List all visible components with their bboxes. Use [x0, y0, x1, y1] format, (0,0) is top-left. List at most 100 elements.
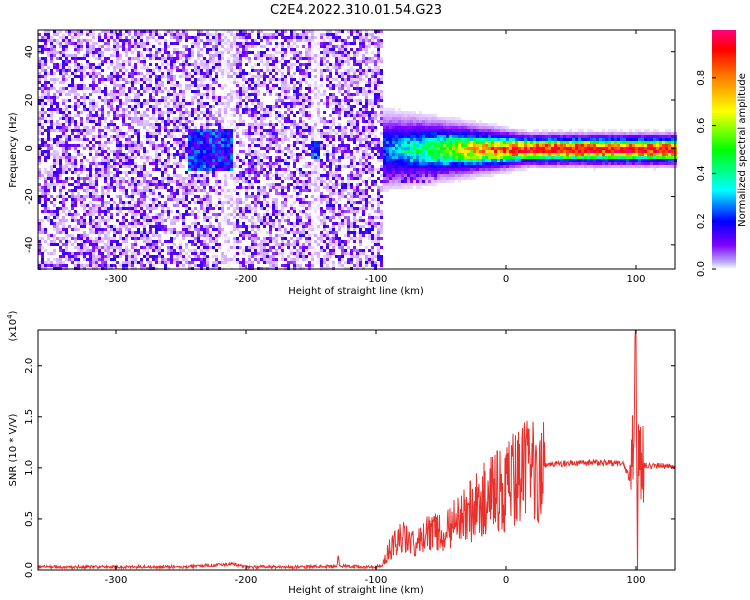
spectrogram-cell: [194, 240, 197, 243]
spectrogram-cell: [62, 261, 65, 264]
spectrogram-cell: [218, 213, 221, 216]
spectrogram-cell: [209, 141, 212, 144]
spectrogram-cell: [182, 219, 185, 222]
spectrogram-cell: [194, 243, 197, 246]
spectrogram-cell: [164, 261, 167, 264]
spectrogram-cell: [242, 93, 245, 96]
spectrogram-cell: [131, 243, 134, 246]
spectrogram-cell: [206, 162, 209, 165]
spectrogram-cell: [302, 174, 305, 177]
spectrogram-cell: [116, 243, 119, 246]
spectrogram-cell: [86, 132, 89, 135]
spectrogram-cell: [86, 222, 89, 225]
spectrogram-cell: [122, 165, 125, 168]
spectrogram-cell: [89, 195, 92, 198]
spectrogram-cell: [158, 156, 161, 159]
spectrogram-cell: [44, 111, 47, 114]
spectrogram-cell: [317, 120, 320, 123]
spectrogram-cell: [233, 243, 236, 246]
spectrogram-cell: [248, 153, 251, 156]
spectrogram-cell: [221, 30, 224, 33]
spectrogram-cell: [233, 210, 236, 213]
spectrogram-cell: [89, 147, 92, 150]
spectrogram-cell: [293, 141, 296, 144]
spectrogram-cell: [248, 165, 251, 168]
spectrogram-cell: [62, 204, 65, 207]
spectrogram-cell: [125, 114, 128, 117]
spectrogram-cell: [239, 90, 242, 93]
spectrogram-cell: [38, 174, 41, 177]
spectrogram-cell: [317, 108, 320, 111]
spectrogram-cell: [203, 132, 206, 135]
spectrogram-cell: [278, 96, 281, 99]
spectrogram-cell: [233, 216, 236, 219]
spectrogram-cell: [275, 93, 278, 96]
spectrogram-cell: [317, 138, 320, 141]
spectrogram-cell: [98, 123, 101, 126]
spectrogram-cell: [164, 105, 167, 108]
spectrogram-cell: [47, 138, 50, 141]
spectrogram-cell: [251, 159, 254, 162]
spectrogram-cell: [173, 75, 176, 78]
spectrogram-cell: [104, 120, 107, 123]
spectrogram-cell: [149, 231, 152, 234]
spectrogram-cell: [80, 186, 83, 189]
spectrogram-cell: [215, 129, 218, 132]
spectrogram-cell: [305, 126, 308, 129]
spectrogram-cell: [38, 237, 41, 240]
spectrogram-cell: [242, 174, 245, 177]
spectrogram-cell: [302, 210, 305, 213]
spectrogram-cell: [113, 177, 116, 180]
spectrogram-cell: [146, 156, 149, 159]
spectrogram-cell: [284, 93, 287, 96]
spectrogram-cell: [182, 54, 185, 57]
spectrogram-cell: [215, 48, 218, 51]
spectrogram-cell: [65, 156, 68, 159]
spectrogram-cell: [68, 138, 71, 141]
spectrogram-cell: [95, 120, 98, 123]
spectrogram-cell: [113, 45, 116, 48]
spectrogram-cell: [143, 135, 146, 138]
spectrogram-cell: [260, 246, 263, 249]
spectrogram-cell: [293, 207, 296, 210]
spectrogram-cell: [239, 105, 242, 108]
spectrogram-cell: [137, 99, 140, 102]
spectrogram-cell: [128, 75, 131, 78]
spectrogram-cell: [272, 252, 275, 255]
spectrogram-cell: [305, 240, 308, 243]
spectrogram-cell: [113, 66, 116, 69]
spectrogram-cell: [197, 36, 200, 39]
spectrogram-cell: [137, 138, 140, 141]
spectrogram-cell: [311, 246, 314, 249]
spectrogram-cell: [62, 72, 65, 75]
spectrogram-cell: [53, 171, 56, 174]
spectrogram-cell: [311, 195, 314, 198]
spectrogram-cell: [236, 222, 239, 225]
spectrogram-cell: [236, 180, 239, 183]
spectrogram-cell: [203, 135, 206, 138]
spectrogram-cell: [212, 225, 215, 228]
spectrogram-cell: [218, 66, 221, 69]
spectrogram-cell: [167, 207, 170, 210]
spectrogram-cell: [251, 255, 254, 258]
spectrogram-cell: [110, 243, 113, 246]
spectrogram-cell: [92, 144, 95, 147]
spectrogram-cell: [44, 141, 47, 144]
spectrogram-cell: [59, 231, 62, 234]
spectrogram-cell: [50, 174, 53, 177]
spectrogram-cell: [155, 126, 158, 129]
spectrogram-cell: [167, 129, 170, 132]
spectrogram-cell: [149, 243, 152, 246]
spectrogram-cell: [86, 39, 89, 42]
spectrogram-cell: [119, 99, 122, 102]
spectrogram-cell: [113, 237, 116, 240]
spectrogram-cell: [176, 153, 179, 156]
spectrogram-cell: [134, 63, 137, 66]
spectrogram-cell: [248, 30, 251, 33]
spectrogram-cell: [167, 105, 170, 108]
spectrogram-cell: [260, 117, 263, 120]
spectrogram-cell: [47, 135, 50, 138]
spectrogram-cell: [188, 129, 191, 132]
spectrogram-cell: [62, 228, 65, 231]
spectrogram-cell: [230, 222, 233, 225]
